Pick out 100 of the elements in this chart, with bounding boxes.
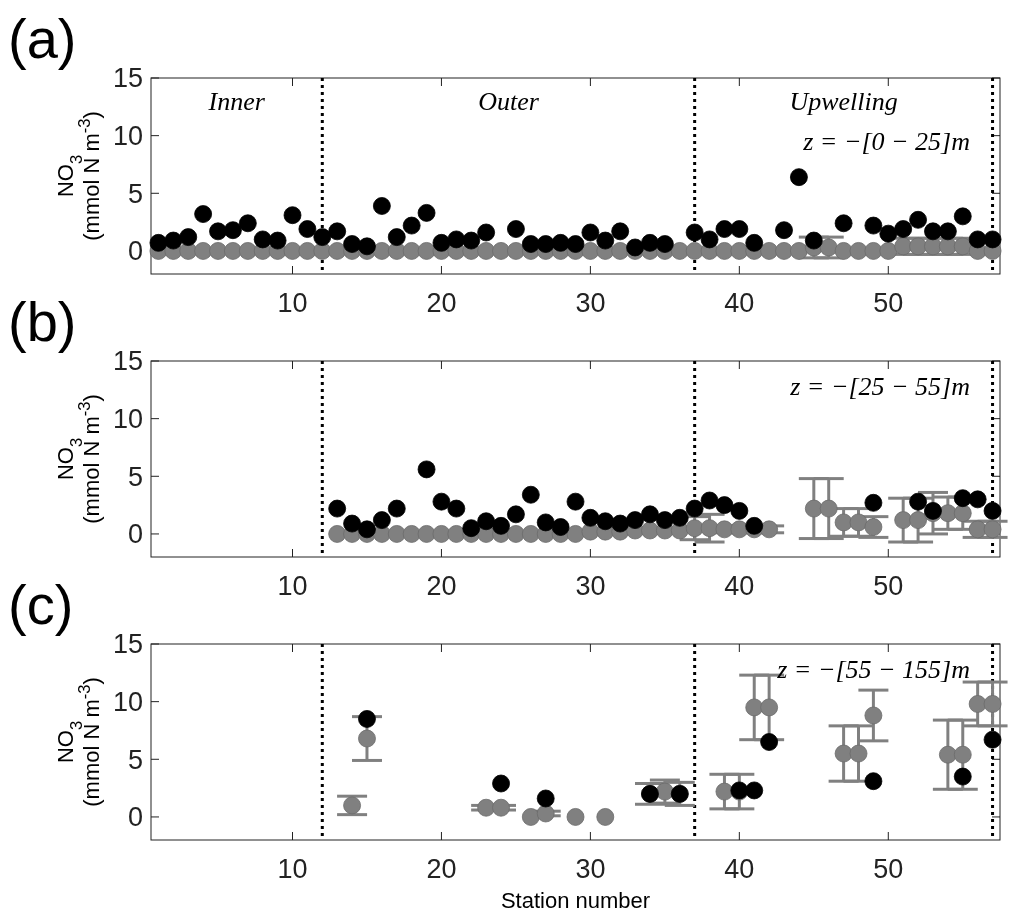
point	[894, 237, 913, 256]
point	[536, 804, 555, 823]
point	[194, 205, 213, 223]
point	[566, 525, 585, 543]
point	[283, 242, 302, 260]
point	[179, 228, 198, 247]
point	[551, 233, 570, 252]
point	[938, 745, 957, 764]
point	[745, 698, 764, 717]
point	[968, 695, 987, 713]
point	[804, 499, 823, 518]
point	[313, 228, 332, 247]
x-tick-label: 10	[277, 571, 308, 601]
y-tick-label: 5	[127, 744, 143, 775]
point	[641, 505, 659, 524]
point	[402, 216, 421, 235]
annotation: z = −[55 − 155]m	[776, 655, 970, 684]
point	[864, 706, 883, 725]
point	[834, 242, 853, 260]
x-tick-label: 40	[724, 854, 755, 884]
point	[402, 525, 421, 543]
point	[477, 223, 496, 242]
annotation: Outer	[478, 87, 540, 116]
point	[760, 520, 779, 539]
point	[492, 798, 510, 817]
annotation: z = −[0 − 25]m	[802, 127, 970, 156]
point	[566, 235, 585, 253]
point	[432, 525, 451, 543]
point	[685, 499, 704, 518]
point	[730, 501, 749, 520]
point	[953, 207, 972, 226]
point	[760, 242, 779, 260]
point	[328, 242, 347, 260]
y-tick-label: 5	[127, 178, 143, 209]
annotation: Inner	[207, 87, 266, 116]
point	[715, 242, 734, 260]
point	[164, 231, 183, 250]
point	[283, 206, 302, 225]
x-tick-label: 30	[575, 288, 606, 318]
point	[909, 210, 927, 229]
point	[983, 501, 1002, 520]
chart-title: (c)	[8, 573, 74, 636]
point	[670, 508, 689, 527]
point	[536, 789, 555, 808]
annotation: Upwelling	[789, 87, 898, 116]
point	[209, 242, 227, 260]
point	[417, 242, 436, 260]
point	[521, 485, 540, 504]
point	[521, 808, 540, 826]
point	[938, 222, 957, 241]
point	[507, 505, 525, 524]
y-tick-label: 0	[127, 802, 143, 833]
point	[849, 744, 868, 763]
point	[700, 230, 719, 249]
x-tick-label: 40	[724, 571, 755, 601]
x-tick-label: 20	[426, 571, 457, 601]
annotation: z = −[25 − 55]m	[789, 372, 970, 401]
point	[447, 525, 466, 543]
point	[864, 772, 883, 791]
point	[804, 231, 823, 250]
point	[685, 223, 704, 242]
point	[551, 518, 570, 536]
point	[626, 238, 644, 257]
point	[477, 512, 496, 531]
x-tick-label: 50	[873, 288, 904, 318]
x-tick-label: 50	[873, 571, 904, 601]
point	[149, 233, 168, 252]
point	[894, 220, 913, 238]
point	[566, 808, 585, 826]
point	[387, 228, 406, 247]
point	[864, 493, 883, 512]
point	[611, 222, 630, 241]
point	[775, 242, 793, 260]
point	[953, 237, 972, 256]
point	[372, 511, 391, 530]
chart-title: (a)	[8, 7, 77, 70]
point	[655, 235, 674, 253]
point	[477, 798, 496, 817]
point	[387, 525, 406, 543]
point	[983, 520, 1002, 539]
point	[536, 513, 555, 532]
point	[983, 230, 1002, 249]
point	[238, 242, 257, 260]
point	[611, 514, 630, 533]
point	[462, 231, 481, 250]
point	[760, 733, 779, 751]
point	[358, 729, 376, 748]
point	[879, 224, 898, 243]
point	[447, 499, 466, 518]
x-tick-label: 30	[575, 854, 606, 884]
point	[968, 490, 987, 509]
x-tick-label: 40	[724, 288, 755, 318]
point	[372, 197, 391, 215]
point	[387, 499, 406, 518]
point	[834, 744, 853, 763]
y-tick-label: 0	[127, 519, 143, 550]
point	[596, 512, 615, 531]
point	[432, 492, 451, 511]
x-tick-label: 10	[277, 854, 308, 884]
point	[238, 214, 257, 233]
